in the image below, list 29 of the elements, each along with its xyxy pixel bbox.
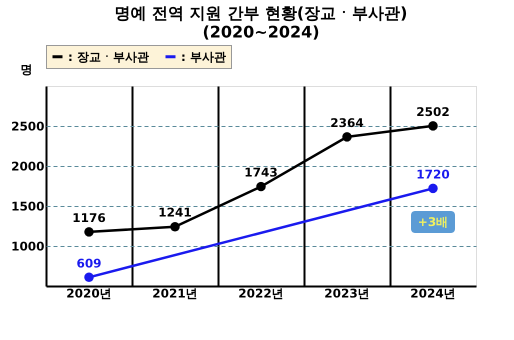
y-tick-label: 2500 <box>11 120 44 134</box>
x-tick-label: 2021년 <box>152 286 198 300</box>
point <box>170 222 180 232</box>
data-label: 2364 <box>330 116 364 130</box>
data-label: 2502 <box>416 104 450 119</box>
point <box>84 272 94 282</box>
point <box>256 182 266 192</box>
y-tick-label: 1000 <box>11 240 44 254</box>
x-tick-label: 2024년 <box>410 286 456 300</box>
x-tick-label: 2020년 <box>66 286 112 300</box>
legend-label: : 장교ㆍ부사관 <box>68 50 149 64</box>
data-label: 609 <box>76 256 102 270</box>
x-tick-label: 2023년 <box>324 286 370 300</box>
chart-subtitle: (2020~2024) <box>202 22 320 42</box>
point <box>84 227 94 237</box>
data-label: 1241 <box>158 206 192 220</box>
annotation: +3배 <box>418 215 448 229</box>
chart-title: 명예 전역 지원 간부 현황(장교ㆍ부사관) <box>114 4 408 22</box>
point <box>342 132 352 142</box>
data-label: 1720 <box>416 167 450 182</box>
x-tick-label: 2022년 <box>238 286 284 300</box>
point <box>428 121 438 131</box>
data-label: 1176 <box>72 210 106 225</box>
y-tick-label: 2000 <box>11 160 44 174</box>
legend-label: : 부사관 <box>181 50 226 64</box>
y-tick-label: 1500 <box>11 200 44 214</box>
data-label: 1743 <box>244 166 278 180</box>
point <box>428 184 438 194</box>
y-axis-title: 명 <box>20 62 32 76</box>
